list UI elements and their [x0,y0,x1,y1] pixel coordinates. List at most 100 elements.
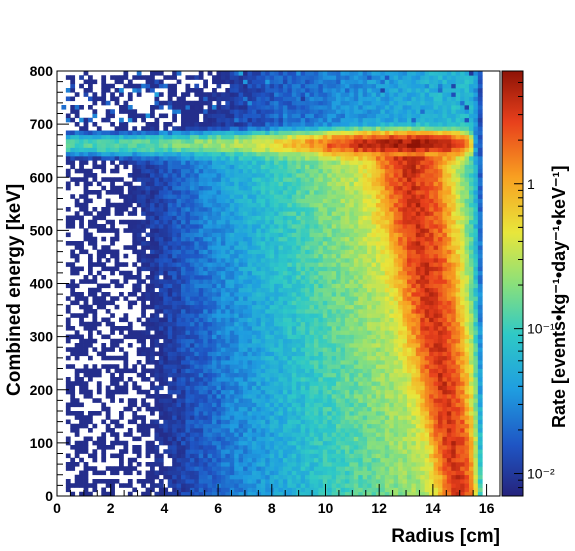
heatmap-cell [393,330,399,335]
heatmap-cell [83,445,89,450]
heatmap-cell [371,419,377,425]
heatmap-cell [442,445,448,450]
heatmap-cell [282,445,288,450]
heatmap-cell [336,436,341,442]
heatmap-cell [464,385,470,391]
heatmap-cell [358,321,364,327]
heatmap-cell [336,377,341,382]
heatmap-cell [313,491,319,496]
heatmap-cell [154,419,160,425]
heatmap-cell [380,368,386,374]
heatmap-cell [473,479,479,484]
heatmap-cell [460,347,465,352]
heatmap-cell [420,428,426,433]
heatmap-cell [318,313,324,318]
heatmap-cell [65,381,71,386]
heatmap-cell [260,283,266,289]
heatmap-cell [251,415,257,420]
heatmap-cell [336,474,341,480]
heatmap-cell [154,372,160,378]
heatmap-cell [305,317,310,323]
heatmap-cell [101,266,107,272]
heatmap-cell [216,487,222,493]
heatmap-cell [371,355,377,361]
heatmap-cell [88,334,93,340]
heatmap-cell [154,462,160,467]
heatmap-cell [384,343,390,348]
heatmap-cell [127,326,133,331]
heatmap-cell [411,351,417,357]
heatmap-cell [402,270,408,276]
heatmap-cell [464,317,470,323]
heatmap-cell [247,423,253,429]
heatmap-cell [442,385,448,391]
heatmap-cell [331,326,337,331]
heatmap-cell [389,330,395,335]
heatmap-cell [437,309,443,314]
heatmap-cell [433,479,439,484]
heatmap-cell [344,432,350,437]
heatmap-cell [220,253,226,259]
heatmap-cell [269,258,275,263]
heatmap-cell [451,445,457,450]
heatmap-cell [247,292,253,297]
heatmap-cell [92,338,98,344]
heatmap-cell [74,432,80,437]
heatmap-cell [331,275,337,280]
heatmap-cell [141,377,146,382]
heatmap-cell [389,364,395,369]
heatmap-cell [415,453,421,459]
heatmap-cell [411,372,417,378]
heatmap-cell [74,334,80,340]
heatmap-cell [96,351,102,357]
heatmap-cell [132,449,138,454]
heatmap-cell [296,245,301,250]
heatmap-cell [74,292,80,297]
heatmap-cell [451,326,457,331]
heatmap-cell [167,453,173,459]
heatmap-cell [433,270,439,276]
heatmap-cell [437,449,443,454]
heatmap-cell [158,402,164,408]
heatmap-cell [406,338,412,344]
heatmap-cell [136,360,142,365]
heatmap-cell [225,398,231,403]
heatmap-cell [442,453,448,459]
heatmap-cell [305,479,310,484]
heatmap-cell [132,287,138,293]
heatmap-cell [110,270,115,276]
heatmap-cell [336,440,341,446]
heatmap-cell [406,283,412,289]
heatmap-cell [473,457,479,463]
heatmap-cell [101,304,107,310]
heatmap-cell [150,292,155,297]
heatmap-cell [415,296,421,301]
heatmap-cell [83,389,89,395]
heatmap-cell [468,389,474,395]
heatmap-cell [172,360,177,365]
heatmap-cell [362,330,368,335]
heatmap-cell [287,326,293,331]
heatmap-cell [181,258,186,263]
heatmap-cell [260,445,266,450]
heatmap-cell [198,419,204,425]
heatmap-cell [136,470,142,476]
heatmap-cell [207,253,213,259]
heatmap-cell [309,474,315,480]
heatmap-cell [203,381,208,386]
heatmap-cell [212,457,217,463]
heatmap-cell [389,415,395,420]
heatmap-cell [194,368,200,374]
heatmap-cell [181,249,186,255]
heatmap-cell [194,258,200,263]
heatmap-cell [406,266,412,272]
heatmap-cell [198,241,204,246]
heatmap-cell [212,453,217,459]
heatmap-cell [402,313,408,318]
heatmap-cell [322,394,328,399]
heatmap-cell [305,334,310,340]
heatmap-cell [229,338,235,344]
heatmap-cell [393,436,399,442]
heatmap-cell [331,402,337,408]
heatmap-cell [380,292,386,297]
